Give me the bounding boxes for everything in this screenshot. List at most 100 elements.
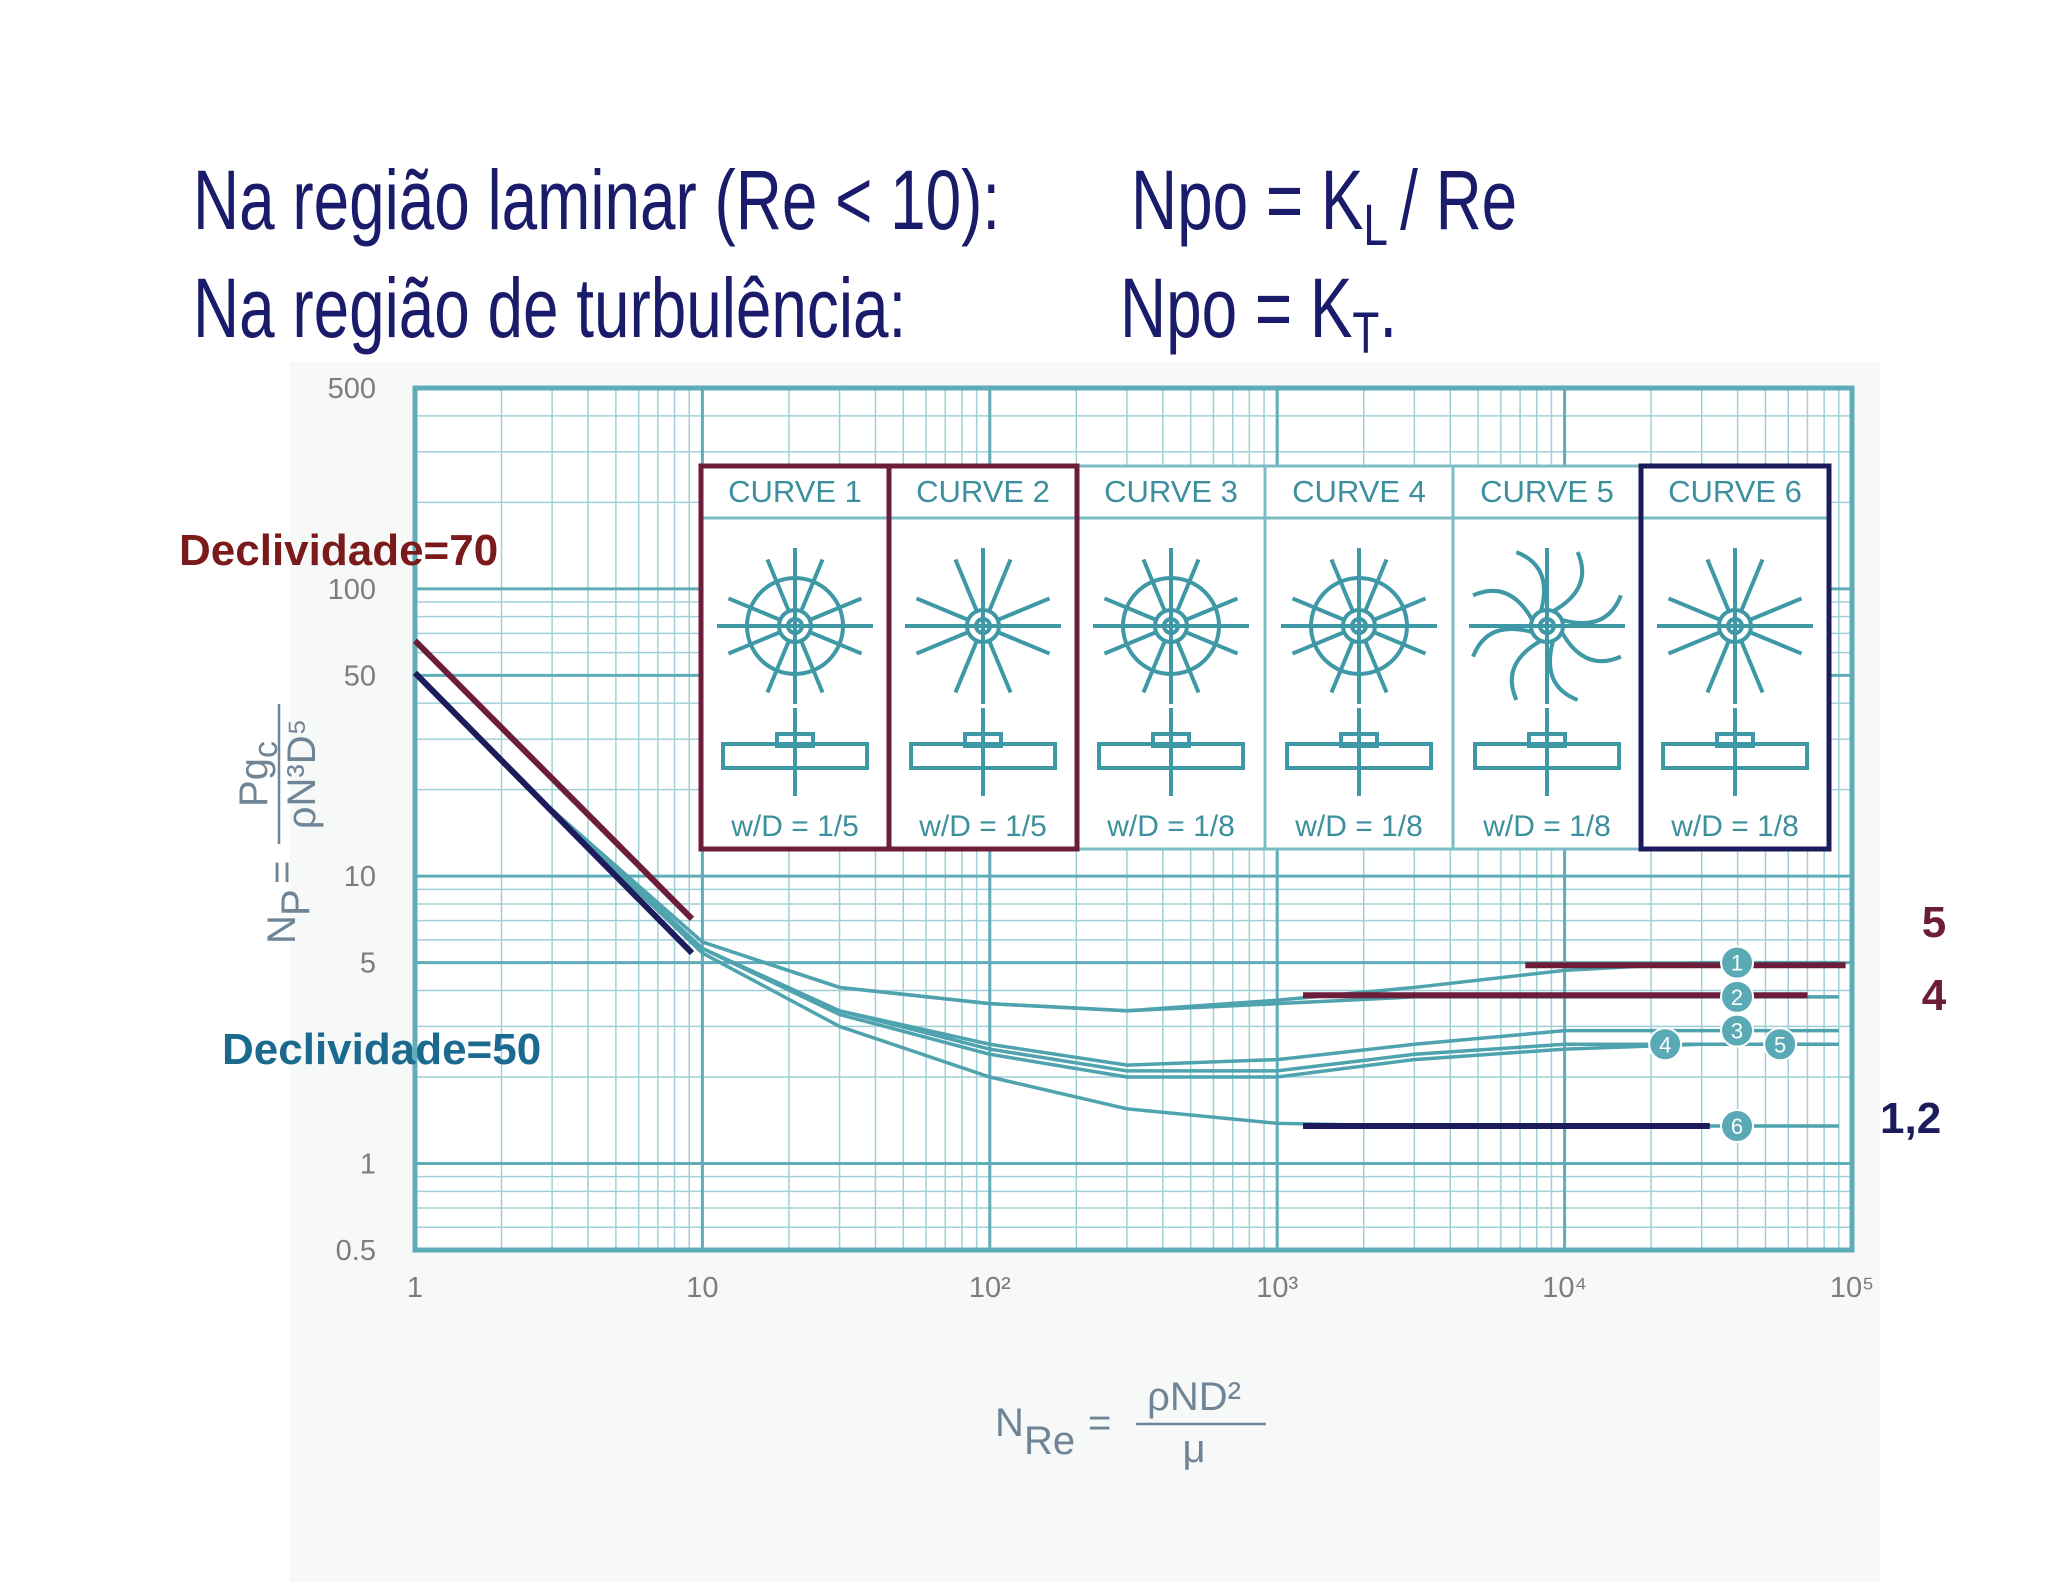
icon-side-hub <box>775 732 815 748</box>
icon-blade <box>1363 640 1389 694</box>
icon-blade <box>1103 630 1157 656</box>
formula-tail: . <box>1379 260 1397 355</box>
x-label-sub: Re <box>1024 1419 1075 1463</box>
icon-blade <box>765 640 791 694</box>
icon-blade <box>1739 558 1765 612</box>
icon-blade <box>1175 640 1201 694</box>
icon-blade <box>1141 640 1167 694</box>
formula-tail: / Re <box>1400 152 1517 247</box>
y-label-den: ρN³D⁵ <box>280 719 324 829</box>
impeller-label: CURVE 2 <box>916 474 1050 509</box>
icon-blade <box>1373 630 1427 656</box>
y-label-num-sub: c <box>247 741 285 758</box>
icon-hub <box>1153 608 1189 644</box>
curve-marker <box>1763 1027 1798 1062</box>
icon-hub <box>1538 617 1556 635</box>
y-tick-label: 50 <box>344 660 376 692</box>
icon-blade <box>1363 558 1389 612</box>
icon-blade <box>997 596 1051 622</box>
impeller-ratio: w/D = 1/8 <box>1670 810 1799 843</box>
icon-blade <box>1667 596 1721 622</box>
icon-blade <box>1185 630 1239 656</box>
icon-hub <box>786 617 804 635</box>
title-line-1: Na região laminar (Re < 10): <box>193 152 1000 247</box>
annotation-text: Declividade=70 <box>179 526 498 575</box>
icon-blade <box>1509 639 1542 701</box>
icon-blade <box>1329 640 1355 694</box>
title-line-2: Na região de turbulência: <box>193 260 906 355</box>
y-tick-label: 5 <box>360 948 376 980</box>
curve-label: 4 <box>1659 1032 1671 1057</box>
icon-hub <box>974 617 992 635</box>
icon-blade <box>997 630 1051 656</box>
formula-sub: T <box>1352 300 1379 365</box>
icon-blade <box>1175 558 1201 612</box>
title-formula-2: Npo = KT. <box>1120 260 1397 365</box>
x-label-den: μ <box>1182 1427 1205 1471</box>
annotation-text: 1,2 <box>1880 1094 1941 1143</box>
impeller-ratio: w/D = 1/8 <box>1294 810 1423 843</box>
icon-blade <box>727 596 781 622</box>
icon-disk <box>1309 576 1409 676</box>
icon-blade <box>1560 631 1622 664</box>
x-label-symbol: N <box>995 1401 1024 1445</box>
impeller-highlight <box>886 463 1080 852</box>
icon-blade <box>987 558 1013 612</box>
impeller-ratio: w/D = 1/8 <box>1106 810 1235 843</box>
x-tick-label: 10² <box>969 1272 1011 1304</box>
y-label-symbol: N <box>260 915 304 944</box>
impeller-label: CURVE 3 <box>1104 474 1238 509</box>
y-tick-label: 10 <box>344 861 376 893</box>
impeller-label: CURVE 6 <box>1668 474 1802 509</box>
x-tick-label: 10³ <box>1256 1272 1298 1304</box>
icon-side-hub <box>963 732 1003 748</box>
icon-blade <box>1103 596 1157 622</box>
icon-blade <box>1329 558 1355 612</box>
icon-blade <box>1705 558 1731 612</box>
x-tick-label: 10⁴ <box>1542 1272 1587 1304</box>
icon-blade <box>765 558 791 612</box>
y-tick-label: 0.5 <box>336 1235 376 1267</box>
annotation-line <box>412 670 695 956</box>
icon-blade <box>809 630 863 656</box>
icon-hub <box>965 608 1001 644</box>
icon-disk <box>1121 576 1221 676</box>
curve-marker <box>1720 945 1755 980</box>
icon-blade <box>1471 626 1533 658</box>
annotation-text: 4 <box>1922 971 1947 1020</box>
icon-hub <box>1341 608 1377 644</box>
y-tick-label: 500 <box>328 373 376 405</box>
icon-blade <box>809 596 863 622</box>
annotation-line <box>412 638 695 922</box>
formula: Npo = K <box>1120 260 1352 355</box>
icon-blade <box>1472 588 1534 621</box>
icon-blade <box>1515 550 1547 612</box>
title-formula-1: Npo = KL / Re <box>1131 152 1517 257</box>
curve-marker <box>1720 1013 1755 1048</box>
y-label-num-text: Pg <box>232 758 276 807</box>
icon-blade <box>987 640 1013 694</box>
curve-marker <box>1720 1109 1755 1144</box>
icon-blade <box>727 630 781 656</box>
x-tick-label: 10⁵ <box>1830 1272 1874 1304</box>
icon-hub <box>1726 617 1744 635</box>
x-label-eq: = <box>1088 1401 1111 1445</box>
curve <box>413 671 1839 1079</box>
icon-blade <box>1373 596 1427 622</box>
y-tick-label: 100 <box>328 574 376 606</box>
x-tick-label: 1 <box>407 1272 423 1304</box>
impeller-ratio: w/D = 1/5 <box>730 810 859 843</box>
plot-border <box>412 385 1855 1253</box>
icon-hub <box>1717 608 1753 644</box>
title-text: Na região laminar (Re < 10): <box>193 152 1000 247</box>
icon-blade <box>1141 558 1167 612</box>
icon-blade <box>1739 640 1765 694</box>
icon-hub <box>777 608 813 644</box>
curve-label: 2 <box>1731 985 1743 1010</box>
icon-side-hub <box>1715 732 1755 748</box>
curve-label: 5 <box>1774 1032 1786 1057</box>
icon-hub <box>1162 617 1180 635</box>
icon-blade <box>1291 596 1345 622</box>
